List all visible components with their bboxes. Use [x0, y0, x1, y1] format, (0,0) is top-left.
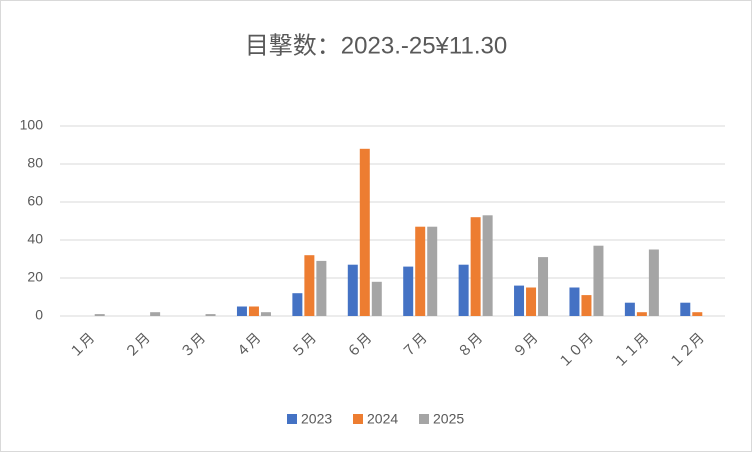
bar — [648, 249, 659, 316]
bar — [636, 312, 647, 316]
bar — [470, 217, 481, 316]
bar — [415, 226, 426, 316]
bar — [458, 264, 469, 316]
legend-label: 2024 — [367, 411, 398, 427]
bar — [692, 312, 703, 316]
bar — [526, 287, 537, 316]
bar — [371, 281, 382, 316]
bar — [304, 255, 315, 316]
chart-title: 目撃数：2023.-25¥11.30 — [245, 32, 507, 59]
legend-swatch — [287, 414, 297, 424]
bar — [248, 306, 259, 316]
y-tick-label: 0 — [35, 307, 43, 323]
bar — [514, 285, 525, 316]
bar — [624, 302, 635, 316]
bar — [347, 264, 358, 316]
legend-swatch — [353, 414, 363, 424]
bar — [205, 314, 216, 316]
y-tick-label: 80 — [27, 155, 43, 171]
bar — [569, 287, 580, 316]
bar — [581, 295, 592, 316]
bar — [94, 314, 105, 316]
bar — [359, 148, 370, 316]
bar — [236, 306, 247, 316]
legend-label: 2025 — [433, 411, 464, 427]
bar — [680, 302, 691, 316]
y-tick-label: 100 — [20, 117, 44, 133]
bar — [292, 293, 303, 316]
y-tick-label: 60 — [27, 193, 43, 209]
bar — [427, 226, 438, 316]
bar — [593, 245, 604, 316]
bar — [538, 257, 549, 316]
bar — [150, 312, 161, 316]
bar — [482, 215, 493, 316]
bar — [316, 260, 327, 316]
bar — [260, 312, 271, 316]
legend-swatch — [419, 414, 429, 424]
bar — [403, 266, 414, 316]
y-tick-label: 40 — [27, 231, 43, 247]
y-tick-label: 20 — [27, 269, 43, 285]
legend-label: 2023 — [301, 411, 332, 427]
